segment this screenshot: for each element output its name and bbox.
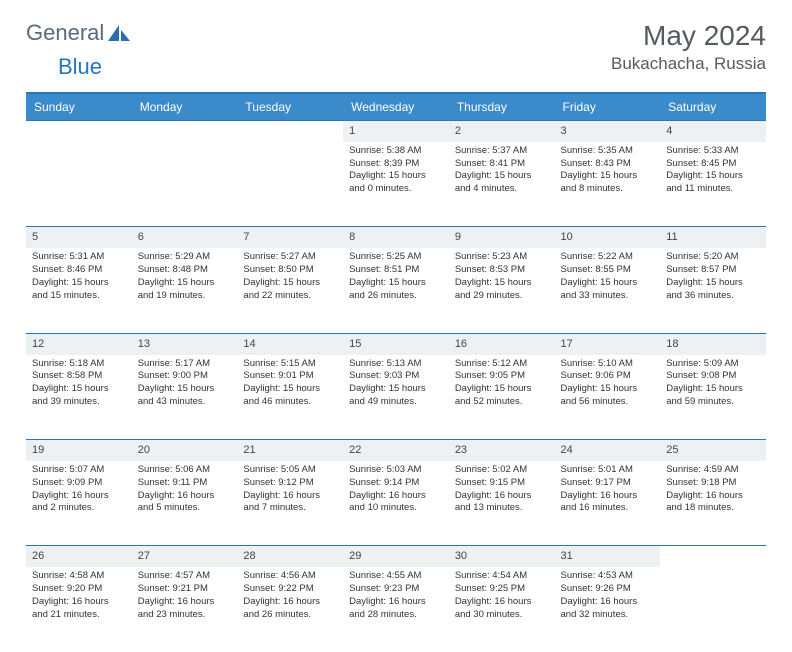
day-detail-cell bbox=[660, 567, 766, 652]
day-detail-cell: Sunrise: 5:27 AMSunset: 8:50 PMDaylight:… bbox=[237, 248, 343, 333]
day-detail-cell: Sunrise: 5:23 AMSunset: 8:53 PMDaylight:… bbox=[449, 248, 555, 333]
day-detail-cell: Sunrise: 4:59 AMSunset: 9:18 PMDaylight:… bbox=[660, 461, 766, 546]
day-number-cell: 2 bbox=[449, 121, 555, 142]
day-detail-cell: Sunrise: 5:20 AMSunset: 8:57 PMDaylight:… bbox=[660, 248, 766, 333]
day-number-cell: 5 bbox=[26, 227, 132, 248]
title-block: May 2024 Bukachacha, Russia bbox=[611, 20, 766, 74]
day-of-week-header: Saturday bbox=[660, 93, 766, 121]
day-of-week-header: Thursday bbox=[449, 93, 555, 121]
day-number-cell: 12 bbox=[26, 333, 132, 354]
day-detail-cell: Sunrise: 5:29 AMSunset: 8:48 PMDaylight:… bbox=[132, 248, 238, 333]
day-detail-cell: Sunrise: 5:31 AMSunset: 8:46 PMDaylight:… bbox=[26, 248, 132, 333]
day-detail-cell: Sunrise: 5:15 AMSunset: 9:01 PMDaylight:… bbox=[237, 355, 343, 440]
location: Bukachacha, Russia bbox=[611, 54, 766, 74]
logo-text-blue: Blue bbox=[58, 54, 102, 79]
day-number-cell: 17 bbox=[555, 333, 661, 354]
day-number-cell: 18 bbox=[660, 333, 766, 354]
day-detail-cell bbox=[132, 142, 238, 227]
day-of-week-header: Sunday bbox=[26, 93, 132, 121]
day-detail-cell: Sunrise: 5:37 AMSunset: 8:41 PMDaylight:… bbox=[449, 142, 555, 227]
day-detail-row: Sunrise: 4:58 AMSunset: 9:20 PMDaylight:… bbox=[26, 567, 766, 652]
calendar-table: SundayMondayTuesdayWednesdayThursdayFrid… bbox=[26, 92, 766, 652]
day-detail-cell: Sunrise: 5:06 AMSunset: 9:11 PMDaylight:… bbox=[132, 461, 238, 546]
day-detail-cell: Sunrise: 5:17 AMSunset: 9:00 PMDaylight:… bbox=[132, 355, 238, 440]
logo-text-general: General bbox=[26, 20, 104, 46]
day-detail-row: Sunrise: 5:07 AMSunset: 9:09 PMDaylight:… bbox=[26, 461, 766, 546]
logo: General bbox=[26, 20, 132, 46]
day-of-week-row: SundayMondayTuesdayWednesdayThursdayFrid… bbox=[26, 93, 766, 121]
day-of-week-header: Monday bbox=[132, 93, 238, 121]
day-detail-cell: Sunrise: 4:56 AMSunset: 9:22 PMDaylight:… bbox=[237, 567, 343, 652]
day-number-cell: 28 bbox=[237, 546, 343, 567]
day-detail-cell: Sunrise: 5:03 AMSunset: 9:14 PMDaylight:… bbox=[343, 461, 449, 546]
day-detail-cell: Sunrise: 5:02 AMSunset: 9:15 PMDaylight:… bbox=[449, 461, 555, 546]
day-number-cell bbox=[132, 121, 238, 142]
day-number-cell: 31 bbox=[555, 546, 661, 567]
day-number-cell: 1 bbox=[343, 121, 449, 142]
day-number-cell bbox=[660, 546, 766, 567]
day-detail-cell: Sunrise: 5:35 AMSunset: 8:43 PMDaylight:… bbox=[555, 142, 661, 227]
day-detail-cell: Sunrise: 5:01 AMSunset: 9:17 PMDaylight:… bbox=[555, 461, 661, 546]
day-detail-cell: Sunrise: 4:58 AMSunset: 9:20 PMDaylight:… bbox=[26, 567, 132, 652]
day-detail-cell: Sunrise: 4:54 AMSunset: 9:25 PMDaylight:… bbox=[449, 567, 555, 652]
day-detail-cell: Sunrise: 4:57 AMSunset: 9:21 PMDaylight:… bbox=[132, 567, 238, 652]
day-detail-cell bbox=[237, 142, 343, 227]
day-number-row: 567891011 bbox=[26, 227, 766, 248]
day-number-cell: 4 bbox=[660, 121, 766, 142]
day-number-cell: 19 bbox=[26, 440, 132, 461]
day-detail-cell: Sunrise: 4:53 AMSunset: 9:26 PMDaylight:… bbox=[555, 567, 661, 652]
day-number-cell: 22 bbox=[343, 440, 449, 461]
day-detail-cell bbox=[26, 142, 132, 227]
day-detail-cell: Sunrise: 4:55 AMSunset: 9:23 PMDaylight:… bbox=[343, 567, 449, 652]
month-title: May 2024 bbox=[611, 20, 766, 52]
day-number-cell: 14 bbox=[237, 333, 343, 354]
day-detail-cell: Sunrise: 5:10 AMSunset: 9:06 PMDaylight:… bbox=[555, 355, 661, 440]
day-number-cell: 27 bbox=[132, 546, 238, 567]
day-number-cell: 26 bbox=[26, 546, 132, 567]
day-of-week-header: Friday bbox=[555, 93, 661, 121]
day-number-row: 262728293031 bbox=[26, 546, 766, 567]
day-number-cell: 7 bbox=[237, 227, 343, 248]
day-detail-cell: Sunrise: 5:38 AMSunset: 8:39 PMDaylight:… bbox=[343, 142, 449, 227]
day-of-week-header: Wednesday bbox=[343, 93, 449, 121]
day-detail-row: Sunrise: 5:18 AMSunset: 8:58 PMDaylight:… bbox=[26, 355, 766, 440]
day-number-cell: 23 bbox=[449, 440, 555, 461]
day-number-cell: 15 bbox=[343, 333, 449, 354]
day-detail-cell: Sunrise: 5:07 AMSunset: 9:09 PMDaylight:… bbox=[26, 461, 132, 546]
day-detail-cell: Sunrise: 5:18 AMSunset: 8:58 PMDaylight:… bbox=[26, 355, 132, 440]
day-of-week-header: Tuesday bbox=[237, 93, 343, 121]
day-detail-cell: Sunrise: 5:12 AMSunset: 9:05 PMDaylight:… bbox=[449, 355, 555, 440]
day-number-cell: 10 bbox=[555, 227, 661, 248]
day-detail-cell: Sunrise: 5:33 AMSunset: 8:45 PMDaylight:… bbox=[660, 142, 766, 227]
day-detail-cell: Sunrise: 5:13 AMSunset: 9:03 PMDaylight:… bbox=[343, 355, 449, 440]
day-number-cell: 21 bbox=[237, 440, 343, 461]
day-number-cell: 13 bbox=[132, 333, 238, 354]
day-number-cell: 20 bbox=[132, 440, 238, 461]
day-number-row: 12131415161718 bbox=[26, 333, 766, 354]
day-number-cell: 8 bbox=[343, 227, 449, 248]
day-detail-cell: Sunrise: 5:22 AMSunset: 8:55 PMDaylight:… bbox=[555, 248, 661, 333]
day-detail-row: Sunrise: 5:38 AMSunset: 8:39 PMDaylight:… bbox=[26, 142, 766, 227]
day-number-cell: 24 bbox=[555, 440, 661, 461]
day-detail-cell: Sunrise: 5:05 AMSunset: 9:12 PMDaylight:… bbox=[237, 461, 343, 546]
day-detail-cell: Sunrise: 5:25 AMSunset: 8:51 PMDaylight:… bbox=[343, 248, 449, 333]
day-number-cell: 3 bbox=[555, 121, 661, 142]
sail-icon bbox=[108, 25, 130, 41]
day-detail-row: Sunrise: 5:31 AMSunset: 8:46 PMDaylight:… bbox=[26, 248, 766, 333]
day-number-cell: 9 bbox=[449, 227, 555, 248]
day-number-row: 19202122232425 bbox=[26, 440, 766, 461]
day-number-row: 1234 bbox=[26, 121, 766, 142]
day-number-cell: 6 bbox=[132, 227, 238, 248]
day-detail-cell: Sunrise: 5:09 AMSunset: 9:08 PMDaylight:… bbox=[660, 355, 766, 440]
day-number-cell bbox=[237, 121, 343, 142]
day-number-cell: 16 bbox=[449, 333, 555, 354]
day-number-cell bbox=[26, 121, 132, 142]
calendar-body: 1234 Sunrise: 5:38 AMSunset: 8:39 PMDayl… bbox=[26, 121, 766, 652]
day-number-cell: 25 bbox=[660, 440, 766, 461]
day-number-cell: 30 bbox=[449, 546, 555, 567]
day-number-cell: 29 bbox=[343, 546, 449, 567]
day-number-cell: 11 bbox=[660, 227, 766, 248]
